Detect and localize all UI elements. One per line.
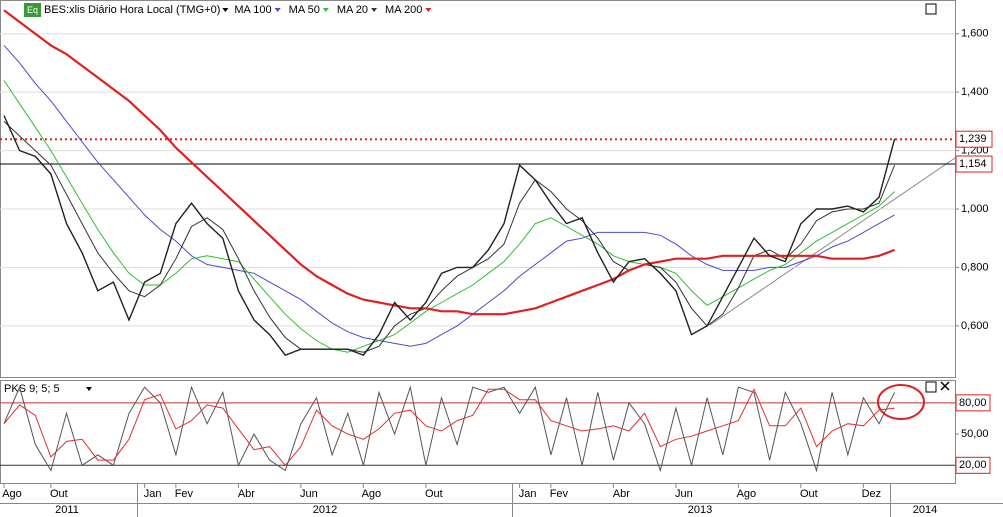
y-tick-label: 0,600: [961, 320, 989, 332]
level-label-box: [955, 394, 991, 412]
maximize-button[interactable]: [925, 381, 937, 393]
dropdown-arrow[interactable]: [86, 387, 92, 391]
x-tick-label: Jun: [675, 488, 693, 500]
legend: BES:xlis Diário Hora Local (TMG+0) MA 10…: [44, 4, 432, 16]
main-panel-frame: [0, 0, 956, 378]
reference-label: 1,154: [959, 158, 987, 170]
level-label: 20,00: [959, 459, 987, 471]
lower-panel-frame: [0, 380, 956, 484]
ma-line: [3, 388, 895, 467]
reference-label: 1,239: [959, 133, 987, 145]
highlight-circle: [877, 384, 925, 420]
y-tick-label: 50,00: [961, 428, 989, 440]
ma-line: [3, 45, 895, 347]
panel-title[interactable]: PKS 9; 5; 5: [4, 383, 60, 395]
legend-entry[interactable]: MA 200: [385, 4, 422, 16]
x-tick-label: Out: [50, 488, 68, 500]
y-tick-label: 1,400: [961, 86, 989, 98]
x-tick-label: Ago: [737, 488, 757, 500]
ma-line: [3, 9, 895, 316]
ma-line: [3, 385, 896, 473]
x-tick-label: Ago: [2, 488, 22, 500]
y-tick-label: 1,600: [961, 28, 989, 40]
legend-entry[interactable]: MA 50: [289, 4, 320, 16]
reference-label-box: [955, 130, 993, 148]
x-tick-label: Dez: [862, 488, 882, 500]
x-tick-label: Out: [425, 488, 443, 500]
maximize-button[interactable]: [925, 3, 937, 15]
x-tick-label: Ago: [362, 488, 382, 500]
x-tick-label: Jan: [144, 488, 162, 500]
x-tick-label: Jun: [300, 488, 318, 500]
x-tick-label: Abr: [613, 488, 630, 500]
dropdown-arrow: [322, 8, 329, 12]
ma-line: [3, 80, 895, 353]
x-tick-label: Fev: [175, 488, 194, 500]
legend-entry[interactable]: MA 100: [234, 4, 271, 16]
y-tick-label: 0,800: [961, 261, 989, 273]
close-button[interactable]: [940, 381, 950, 391]
x-tick-label: Abr: [238, 488, 255, 500]
icon-label: Eq: [27, 5, 38, 15]
year-label: 2011: [55, 504, 79, 516]
legend-entry[interactable]: MA 20: [337, 4, 368, 16]
ma-line: [3, 121, 896, 353]
year-label: 2014: [913, 504, 937, 516]
year-label: 2012: [313, 504, 337, 516]
x-tick-label: Jan: [519, 488, 537, 500]
dropdown-arrow: [274, 8, 281, 12]
reference-label-box: [955, 155, 993, 173]
x-tick-label: Fev: [550, 488, 569, 500]
dropdown-arrow: [222, 8, 229, 12]
year-label: 2013: [688, 504, 712, 516]
dropdown-arrow: [371, 8, 378, 12]
x-tick-label: Out: [800, 488, 818, 500]
trend-line: [709, 157, 956, 326]
price-line: [3, 115, 896, 356]
level-label: 80,00: [959, 397, 987, 409]
dropdown-arrow: [425, 8, 432, 12]
chart-title[interactable]: BES:xlis Diário Hora Local (TMG+0): [44, 4, 220, 16]
icon: [24, 3, 41, 17]
level-label-box: [955, 456, 991, 474]
y-tick-label: 1,000: [961, 203, 989, 215]
